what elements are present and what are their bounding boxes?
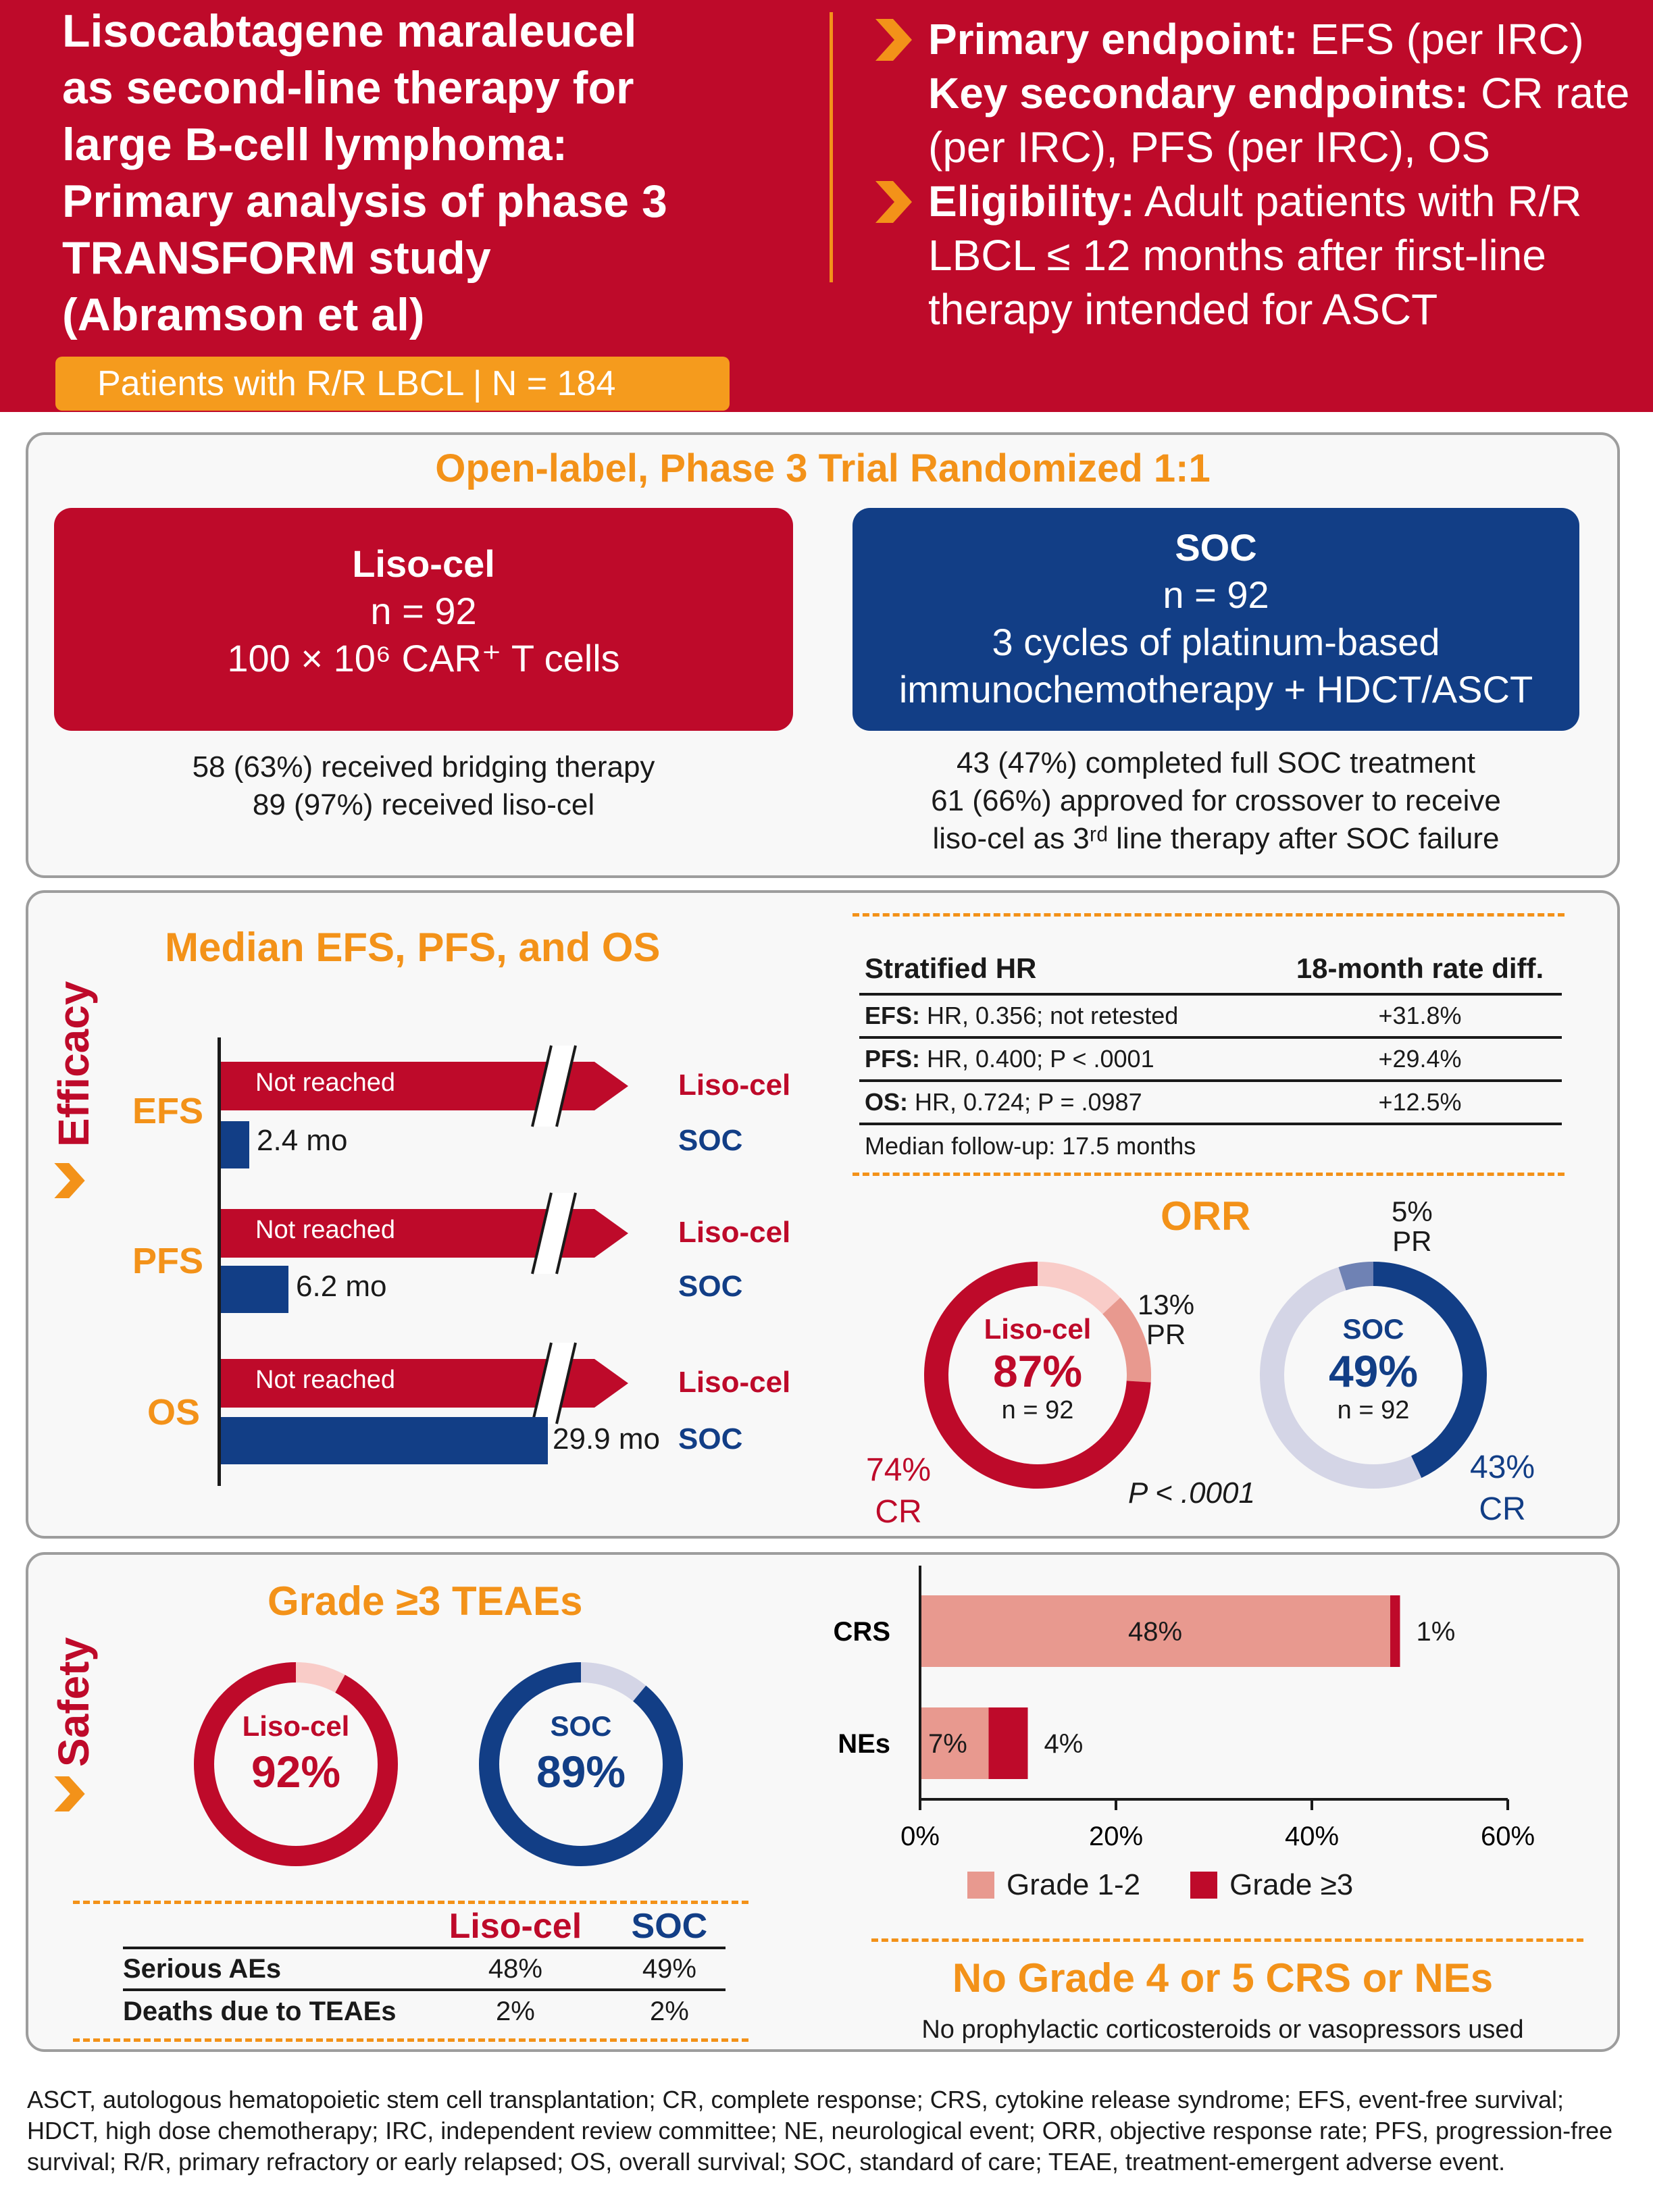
crs-ne-chart: CRS 48% 1% NEs 7% 4% 0% 20% 40% 60% xyxy=(834,1566,1535,1851)
os-soc-value: 29.9 mo xyxy=(553,1422,660,1456)
efs-not-reached: Not reached xyxy=(255,1069,396,1097)
efficacy-axis xyxy=(218,1037,221,1486)
liso-arm-notes: 58 (63%) received bridging therapy 89 (97… xyxy=(192,750,655,821)
secondary-endpoints: Key secondary endpoints: CR rate xyxy=(928,69,1630,118)
ae-table-header: Liso-cel SOC xyxy=(449,1907,708,1946)
hr-table: Stratified HR 18-month rate diff. EFS: HR… xyxy=(859,944,1562,1167)
liso-orr-pr-arc xyxy=(924,1262,1151,1489)
os-not-reached: Not reached xyxy=(255,1366,396,1394)
bar-crs-grade3 xyxy=(1390,1595,1400,1667)
orr-p-value: P < .0001 xyxy=(1128,1476,1255,1510)
liso-arm-text: Liso-cel n = 92 100 × 10⁶ CAR⁺ T cells xyxy=(227,542,620,679)
os-liso-bar xyxy=(221,1342,628,1424)
efficacy-chart-title: Median EFS, PFS, and OS xyxy=(165,925,661,970)
population-tag: Patients with R/R LBCL | N = 184 xyxy=(55,357,730,411)
data-label-grade3: 1% xyxy=(1417,1617,1456,1647)
efs-soc-value: 2.4 mo xyxy=(257,1124,348,1157)
pfs-soc-value: 6.2 mo xyxy=(296,1270,387,1303)
hr-row-os: OS: HR, 0.724; P = .0987 +12.5% xyxy=(859,1081,1562,1124)
efs-liso-bar xyxy=(221,1045,628,1127)
liso-cr-label: 74% CR xyxy=(866,1452,932,1530)
bar-nes-grade3 xyxy=(988,1707,1028,1779)
soc-teae-arc xyxy=(479,1662,683,1866)
hr-followup: Median follow-up: 17.5 months xyxy=(865,1132,1196,1160)
x-tick-label: 0% xyxy=(900,1822,940,1851)
os-soc-label: SOC xyxy=(678,1422,743,1456)
pfs-label: PFS xyxy=(132,1241,204,1281)
soc-cr-label: 43% CR xyxy=(1470,1449,1535,1527)
hr-dash-bottom xyxy=(853,1173,1565,1176)
endpoints-text: Primary endpoint: EFS (per IRC) Key seco… xyxy=(928,12,1644,336)
data-label-grade12: 7% xyxy=(928,1729,967,1759)
efs-soc-label: SOC xyxy=(678,1124,743,1157)
os-label: OS xyxy=(147,1392,201,1433)
efs-label: EFS xyxy=(132,1091,204,1131)
orr-donuts xyxy=(924,1262,1487,1489)
liso-teae-center: Liso-cel 92% xyxy=(242,1710,350,1797)
chevron-right-icon xyxy=(54,1776,85,1811)
footnote: ASCT, autologous hematopoietic stem cell… xyxy=(27,2086,1613,2176)
hr-row-efs: EFS: HR, 0.356; not retested +31.8% xyxy=(859,994,1562,1037)
no-grade45-title: No Grade 4 or 5 CRS or NEs xyxy=(952,1955,1494,2001)
pfs-soc-bar xyxy=(221,1266,288,1313)
hr-table-header: Stratified HR 18-month rate diff. xyxy=(859,944,1562,994)
teae-title: Grade ≥3 TEAEs xyxy=(268,1578,583,1624)
soc-teae-center: SOC 89% xyxy=(536,1710,626,1797)
efficacy-bars xyxy=(221,1045,628,1464)
chevron-right-icon xyxy=(54,1163,85,1198)
safety-dash-right xyxy=(871,1938,1583,1942)
pfs-liso-bar xyxy=(221,1192,628,1275)
header-banner xyxy=(0,0,1653,412)
soc-orr-center: SOC 49% n = 92 xyxy=(1328,1313,1419,1424)
liso-teae-arc xyxy=(194,1662,398,1866)
infographic-title: Lisocabtagene maraleucel as second-line t… xyxy=(62,5,667,340)
ae-dash-top xyxy=(73,1901,748,1904)
efs-soc-bar xyxy=(221,1121,249,1168)
header-divider xyxy=(830,12,833,282)
category-label: CRS xyxy=(834,1617,890,1647)
safety-side-label: Safety xyxy=(49,1637,98,1767)
orr-title: ORR xyxy=(1161,1193,1251,1239)
x-tick-label: 20% xyxy=(1089,1822,1143,1851)
hr-row-pfs: PFS: HR, 0.400; P < .0001 +29.4% xyxy=(859,1037,1562,1081)
x-tick-label: 60% xyxy=(1481,1822,1535,1851)
bar-crs-grade12 xyxy=(920,1595,1390,1667)
data-label-grade12: 48% xyxy=(1128,1617,1182,1647)
soc-pr-label: 5% PR xyxy=(1392,1195,1433,1257)
legend-swatch-grade3 xyxy=(1190,1872,1218,1899)
pfs-not-reached: Not reached xyxy=(255,1216,396,1244)
pfs-liso-label: Liso-cel xyxy=(678,1216,791,1249)
category-label: NEs xyxy=(838,1729,890,1759)
ae-row-serious: Serious AEs 48% 49% xyxy=(123,1948,726,1990)
hr-dash-top xyxy=(853,913,1565,917)
soc-orr-cr-arc xyxy=(1260,1262,1487,1489)
chevron-right-icon xyxy=(875,19,912,61)
data-label-grade3: 4% xyxy=(1044,1729,1084,1759)
soc-arm-box xyxy=(853,508,1579,731)
bar-nes-grade12 xyxy=(920,1707,989,1779)
eligibility: Eligibility: Adult patients with R/R xyxy=(928,177,1582,226)
no-grade45-sub: No prophylactic corticosteroids or vasop… xyxy=(921,2015,1524,2044)
liso-orr-cr-arc xyxy=(924,1262,1151,1489)
primary-endpoint: Primary endpoint: EFS (per IRC) xyxy=(928,15,1584,63)
soc-arm-notes: 43 (47%) completed full SOC treatment 61 … xyxy=(931,746,1501,855)
os-liso-label: Liso-cel xyxy=(678,1366,791,1399)
os-soc-bar xyxy=(221,1417,548,1464)
pfs-soc-label: SOC xyxy=(678,1270,743,1303)
efs-liso-label: Liso-cel xyxy=(678,1069,791,1102)
ae-dash-bottom xyxy=(73,2038,748,2042)
soc-arm-text: SOC n = 92 3 cycles of platinum-based im… xyxy=(898,526,1533,711)
ae-table: Liso-cel SOC Serious AEs 48% 49% Deaths due… xyxy=(123,1906,726,2032)
teae-donuts xyxy=(194,1662,683,1866)
x-tick-label: 40% xyxy=(1285,1822,1339,1851)
liso-orr-center: Liso-cel 87% n = 92 xyxy=(984,1313,1092,1424)
crs-ne-legend: Grade 1-2 Grade ≥3 xyxy=(967,1868,1353,1902)
liso-arm-box xyxy=(54,508,793,731)
liso-pr-label: 13% PR xyxy=(1138,1289,1195,1350)
chevron-right-icon xyxy=(875,181,912,223)
legend-swatch-grade12 xyxy=(967,1872,994,1899)
ae-row-deaths: Deaths due to TEAEs 2% 2% xyxy=(123,1996,689,2026)
design-title: Open-label, Phase 3 Trial Randomized 1:1 xyxy=(435,446,1211,490)
